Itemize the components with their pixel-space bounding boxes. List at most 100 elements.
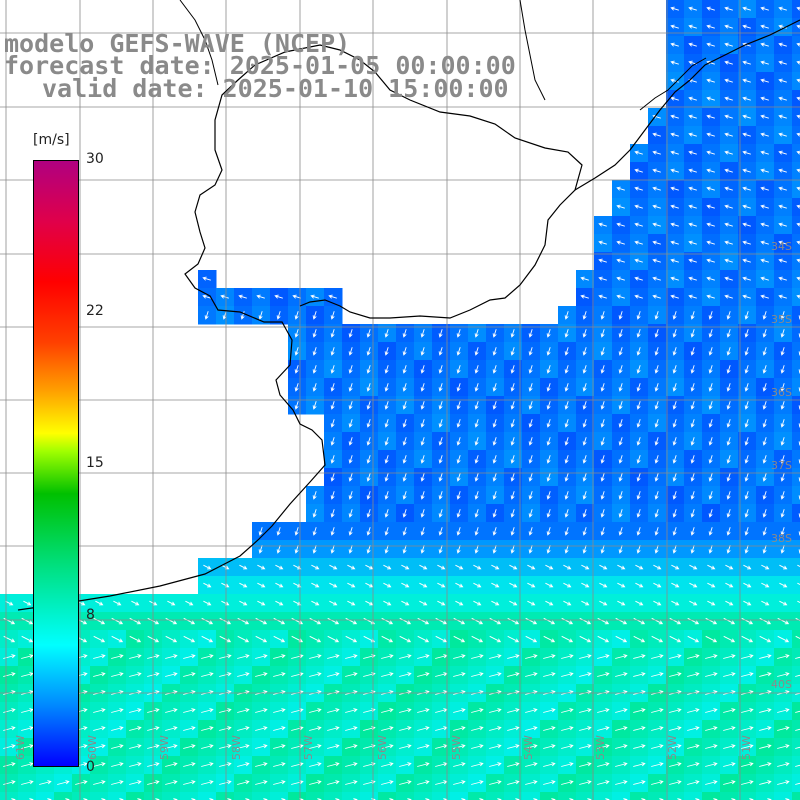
wind-arrow (183, 780, 196, 785)
wind-arrow (780, 419, 785, 428)
wind-arrow (618, 455, 623, 464)
wind-arrow (636, 473, 641, 482)
wind-arrow (3, 726, 16, 731)
wind-arrow (420, 527, 425, 536)
wind-arrow (759, 617, 772, 625)
wind-arrow (273, 762, 286, 767)
wind-cell (126, 792, 145, 800)
wind-arrow (762, 329, 767, 338)
wind-arrow (669, 654, 682, 659)
wind-arrow (744, 311, 749, 320)
wind-cell (54, 792, 73, 800)
wind-arrow (651, 708, 664, 713)
wind-arrow (327, 726, 340, 731)
wind-arrow (690, 509, 695, 518)
wind-arrow (688, 222, 697, 227)
wind-arrow (688, 168, 697, 173)
wind-arrow (507, 635, 520, 643)
wind-arrow (456, 473, 461, 482)
wind-arrow (636, 509, 641, 518)
wind-arrow (239, 564, 248, 570)
wind-arrow (275, 564, 284, 570)
wind-arrow (690, 347, 695, 356)
wind-arrow (330, 491, 335, 500)
wind-cell (594, 792, 613, 800)
wind-arrow (93, 672, 106, 677)
wind-arrow (474, 383, 479, 392)
wind-arrow (761, 564, 770, 570)
wind-arrow (330, 311, 335, 320)
wind-arrow (546, 419, 551, 428)
wind-arrow (329, 564, 338, 570)
wind-arrow (582, 347, 587, 356)
wind-arrow (672, 455, 677, 464)
wind-arrow (761, 600, 770, 606)
wind-arrow (402, 437, 407, 446)
wind-arrow (742, 186, 751, 191)
wind-arrow (528, 329, 533, 338)
wind-arrow (291, 780, 304, 785)
wind-arrow (491, 564, 500, 570)
wind-arrow (345, 780, 358, 785)
wind-arrow (93, 635, 106, 643)
wind-arrow (778, 60, 787, 65)
wind-arrow (437, 582, 446, 588)
wind-arrow (597, 744, 610, 749)
wind-arrow (687, 708, 700, 713)
wind-arrow (616, 294, 625, 299)
wind-arrow (402, 419, 407, 428)
wind-arrow (489, 617, 502, 625)
wind-arrow (237, 762, 250, 767)
wind-arrow (636, 311, 641, 320)
wind-arrow (796, 60, 800, 65)
wind-arrow (420, 401, 425, 410)
wind-arrow (492, 455, 497, 464)
wind-arrow (780, 437, 785, 446)
wind-arrow (219, 780, 232, 785)
wind-arrow (255, 635, 268, 643)
wind-arrow (744, 419, 749, 428)
wind-arrow (111, 617, 124, 625)
wind-arrow (219, 744, 232, 749)
wind-cell (342, 792, 361, 800)
wind-cell (792, 792, 800, 800)
wind-cell (630, 792, 649, 800)
wind-arrow (95, 600, 104, 606)
wind-arrow (759, 762, 772, 767)
wind-arrow (330, 545, 335, 554)
wind-arrow (255, 654, 268, 659)
wind-arrow (510, 527, 515, 536)
wind-arrow (672, 527, 677, 536)
wind-cell (450, 792, 469, 800)
wind-arrow (706, 24, 715, 29)
wind-arrow (183, 744, 196, 749)
wind-arrow (762, 527, 767, 536)
wind-arrow (3, 654, 16, 659)
wind-arrow (93, 726, 106, 731)
wind-arrow (438, 473, 443, 482)
wind-arrow (725, 564, 734, 570)
wind-arrow (726, 311, 731, 320)
wind-cell (72, 792, 91, 800)
wind-arrow (255, 726, 268, 731)
wind-arrow (652, 168, 661, 173)
wind-arrow (600, 545, 605, 554)
wind-arrow (688, 240, 697, 245)
wind-arrow (384, 527, 389, 536)
wind-arrow (438, 455, 443, 464)
wind-arrow (707, 600, 716, 606)
wind-arrow (456, 491, 461, 500)
wind-arrow (600, 527, 605, 536)
colorbar-unit: [m/s] (33, 132, 70, 148)
wind-arrow (795, 764, 800, 767)
wind-arrow (795, 692, 800, 695)
wind-arrow (438, 347, 443, 356)
wind-arrow (654, 437, 659, 446)
wind-arrow (672, 383, 677, 392)
wind-arrow (348, 365, 353, 374)
wind-arrow (345, 708, 358, 713)
wind-arrow (741, 617, 754, 625)
wind-arrow (311, 600, 320, 606)
wind-arrow (492, 365, 497, 374)
